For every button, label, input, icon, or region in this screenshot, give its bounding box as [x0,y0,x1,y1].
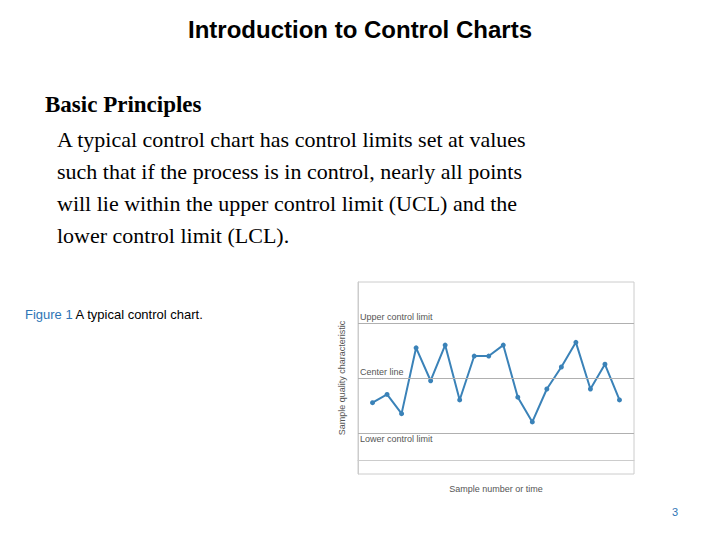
html-text:A typical control chart has co: A typical control chart has control limi… [57,127,526,152]
svg-text:Upper control limit: Upper control limit [360,312,433,322]
html-text:will lie within the upper cont: will lie within the upper control limit … [57,191,518,216]
svg-text:Lower control limit: Lower control limit [360,434,433,444]
html-text:lower control limit (LCL).: lower control limit (LCL). [57,223,290,248]
html-text:Basic Principles: Basic Principles [45,92,202,117]
html-text:such that if the process is in: such that if the process is in control, … [57,159,522,184]
svg-text:Sample number or time: Sample number or time [449,484,543,494]
html-text:Introduction to Control Charts: Introduction to Control Charts [188,16,532,43]
svg-text:Center line: Center line [360,367,404,377]
html-text:Figure 1 A typical control cha: Figure 1 A typical control chart. [25,307,203,322]
svg-text:Sample quality characteristic: Sample quality characteristic [337,320,347,435]
html-text:3: 3 [671,506,678,518]
